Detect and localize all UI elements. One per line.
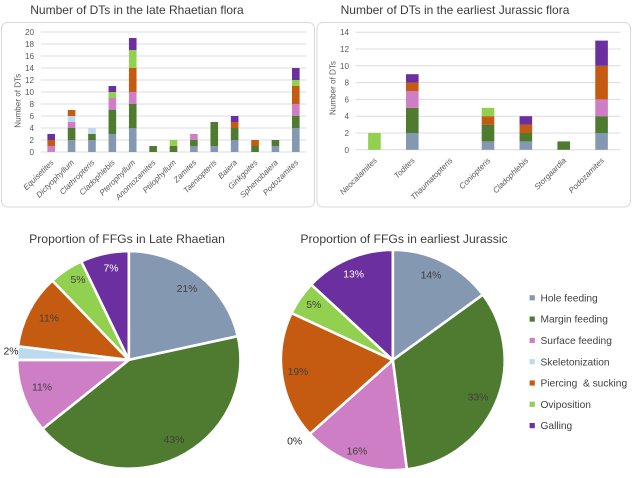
- svg-text:8: 8: [29, 100, 34, 109]
- svg-text:Number of DTs: Number of DTs: [13, 74, 22, 128]
- svg-text:Surface feeding: Surface feeding: [541, 336, 613, 347]
- svg-text:43%: 43%: [164, 435, 185, 446]
- svg-text:33%: 33%: [468, 392, 489, 403]
- svg-text:Margin feeding: Margin feeding: [541, 315, 609, 326]
- svg-text:12: 12: [25, 76, 35, 85]
- svg-text:2: 2: [344, 129, 349, 138]
- svg-text:Number of DTs in the earliest: Number of DTs in the earliest Jurassic f…: [341, 3, 570, 17]
- svg-text:19%: 19%: [288, 367, 309, 378]
- svg-text:Number of DTs: Number of DTs: [328, 61, 337, 115]
- svg-text:4: 4: [344, 112, 349, 121]
- svg-text:Proportion of FFGs in Late Rha: Proportion of FFGs in Late Rhaetian: [29, 232, 225, 246]
- svg-text:Oviposition: Oviposition: [541, 400, 591, 411]
- svg-text:11%: 11%: [39, 314, 59, 325]
- svg-text:7%: 7%: [103, 264, 118, 275]
- svg-text:18: 18: [25, 40, 35, 49]
- svg-text:Galling: Galling: [541, 421, 573, 432]
- svg-text:14: 14: [340, 28, 350, 37]
- svg-text:14: 14: [25, 64, 35, 73]
- svg-text:6: 6: [29, 112, 34, 121]
- svg-text:2: 2: [29, 136, 34, 145]
- svg-text:2%: 2%: [3, 347, 18, 358]
- svg-text:0: 0: [344, 146, 349, 155]
- svg-text:21%: 21%: [177, 284, 198, 295]
- svg-text:20: 20: [25, 28, 35, 37]
- svg-text:10: 10: [25, 88, 35, 97]
- svg-text:Number of DTs in the late Rhae: Number of DTs in the late Rhaetian flora: [30, 3, 244, 17]
- svg-text:11%: 11%: [32, 383, 52, 394]
- svg-text:5%: 5%: [306, 300, 321, 311]
- svg-text:12: 12: [340, 45, 350, 54]
- svg-text:10: 10: [340, 62, 350, 71]
- svg-text:16%: 16%: [347, 447, 368, 458]
- svg-text:Hole feeding: Hole feeding: [541, 293, 599, 304]
- svg-text:5%: 5%: [70, 275, 85, 286]
- svg-text:Proportion of FFGs in earliest: Proportion of FFGs in earliest Jurassic: [300, 232, 507, 246]
- svg-text:13%: 13%: [343, 270, 364, 281]
- svg-text:14%: 14%: [421, 271, 442, 282]
- svg-text:0%: 0%: [287, 437, 302, 448]
- svg-text:Skeletonization: Skeletonization: [541, 357, 610, 368]
- svg-text:0: 0: [29, 148, 34, 157]
- svg-text:8: 8: [344, 79, 349, 88]
- svg-text:4: 4: [29, 124, 34, 133]
- svg-text:16: 16: [25, 52, 35, 61]
- svg-text:Piercing & sucking: Piercing & sucking: [541, 379, 628, 390]
- svg-text:6: 6: [344, 95, 349, 104]
